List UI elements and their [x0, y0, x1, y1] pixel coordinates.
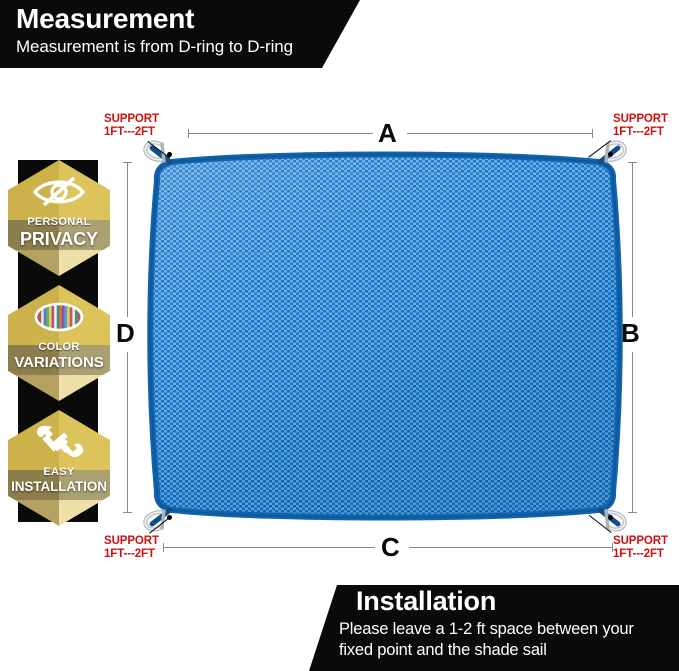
support-label-line2: 1FT---2FT: [613, 548, 664, 560]
support-label-line1: SUPPORT: [104, 113, 159, 125]
shade-sail-product-image: [140, 140, 640, 540]
dimension-cap: [163, 543, 164, 552]
support-callout-top-left: SUPPORT 1FT---2FT: [104, 113, 159, 139]
badge-subtitle: PERSONAL: [27, 216, 91, 228]
badge-easy-installation: EASY INSTALLATION: [8, 410, 110, 526]
d-ring-top-left: [143, 140, 173, 165]
measurement-subtitle: Measurement is from D-ring to D-ring: [16, 37, 293, 56]
measurement-title: Measurement: [16, 3, 195, 34]
callout-dot: [608, 152, 613, 157]
installation-title: Installation: [356, 586, 497, 616]
support-label-line1: SUPPORT: [613, 535, 668, 547]
support-callout-top-right: SUPPORT 1FT---2FT: [613, 113, 668, 139]
badge-color-variations: COLOR VARIATIONS: [8, 285, 110, 401]
installation-line1: Please leave a 1-2 ft space between your: [339, 620, 634, 638]
badge-subtitle: EASY: [43, 466, 75, 478]
support-label-line2: 1FT---2FT: [613, 126, 664, 138]
badge-title: PRIVACY: [20, 229, 98, 249]
dimension-label-c: C: [381, 532, 400, 562]
dimension-cap: [123, 512, 132, 513]
dimension-cap: [188, 129, 189, 138]
callout-dot: [167, 152, 172, 157]
badge-title: INSTALLATION: [11, 479, 107, 494]
measurement-banner: Measurement Measurement is from D-ring t…: [0, 0, 360, 68]
dimension-line-d-top: [127, 162, 128, 317]
dimension-label-b: B: [621, 318, 640, 348]
badge-title: VARIATIONS: [14, 354, 104, 371]
d-ring-bottom-left: [143, 507, 173, 532]
dimension-cap: [612, 543, 613, 552]
badge-subtitle: COLOR: [38, 341, 80, 353]
dimension-cap: [628, 162, 637, 163]
dimension-line-b-top: [632, 162, 633, 317]
dimension-label-d: D: [116, 318, 135, 348]
support-label-line2: 1FT---2FT: [104, 126, 155, 138]
dimension-cap: [592, 129, 593, 138]
dimension-cap: [628, 512, 637, 513]
dimension-cap: [123, 162, 132, 163]
installation-line2: fixed point and the shade sail: [339, 641, 547, 659]
dimension-line-a-left: [188, 133, 373, 134]
support-callout-bottom-right: SUPPORT 1FT---2FT: [613, 535, 668, 561]
dimension-label-a: A: [378, 118, 397, 148]
dimension-line-d-bottom: [127, 352, 128, 512]
badge-personal-privacy: PERSONAL PRIVACY: [8, 160, 110, 276]
privacy-eye-icon: [8, 166, 110, 218]
support-label-line1: SUPPORT: [613, 113, 668, 125]
support-callout-bottom-left: SUPPORT 1FT---2FT: [104, 535, 159, 561]
callout-dot: [608, 515, 613, 520]
dimension-line-b-bottom: [632, 352, 633, 512]
dimension-line-a-right: [407, 133, 592, 134]
dimension-line-c-right: [409, 547, 612, 548]
color-palette-icon: [8, 291, 110, 343]
dimension-line-c-left: [163, 547, 375, 548]
callout-dot: [167, 515, 172, 520]
wrench-tools-icon: [8, 416, 110, 468]
installation-banner: Installation Please leave a 1-2 ft space…: [309, 585, 679, 671]
support-label-line2: 1FT---2FT: [104, 548, 155, 560]
support-label-line1: SUPPORT: [104, 535, 159, 547]
